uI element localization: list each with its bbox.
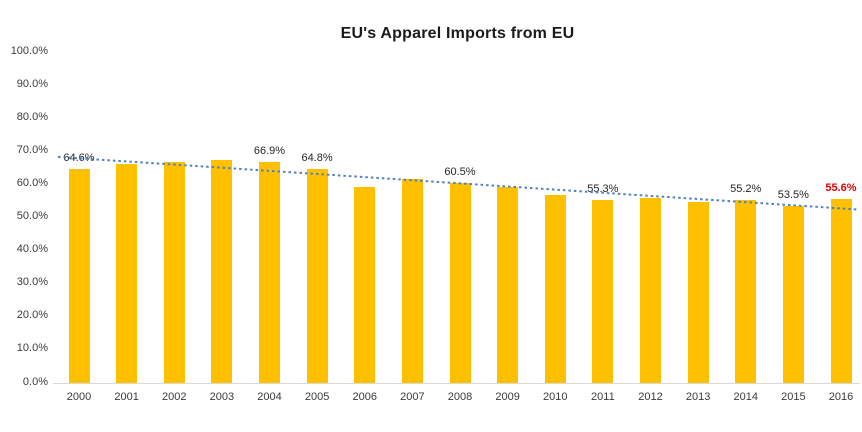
data-label-2016: 55.6%: [825, 181, 857, 194]
data-label-2014: 55.2%: [730, 183, 762, 196]
data-label-2004: 66.9%: [253, 144, 286, 157]
bar-2000: [68, 169, 90, 383]
y-axis-tick-label: 30.0%: [16, 276, 48, 289]
x-axis-label: 2014: [733, 391, 758, 403]
x-axis-label: 2000: [66, 391, 92, 403]
x-axis-label: 2005: [304, 391, 330, 403]
x-axis-label: 2007: [400, 391, 425, 403]
x-axis-label: 2002: [162, 391, 187, 403]
bar-2013: [687, 201, 709, 383]
bar-2008: [449, 182, 471, 383]
bar-2002: [163, 161, 185, 383]
bar-2016: [830, 198, 852, 383]
x-axis-label: 2004: [257, 391, 282, 403]
y-axis-tick-label: 50.0%: [16, 210, 48, 222]
x-axis-label: 2003: [209, 391, 235, 403]
bar-2010: [544, 194, 566, 383]
bar-2007: [401, 179, 423, 383]
data-label-2000: 64.6%: [63, 152, 95, 165]
bar-2006: [354, 187, 376, 383]
x-axis-label: 2016: [828, 391, 854, 403]
y-axis-tick-label: 100.0%: [10, 44, 48, 57]
bar-2011: [592, 199, 614, 383]
x-axis-line: [53, 383, 860, 384]
x-axis-label: 2009: [495, 391, 520, 403]
x-axis-label: 2013: [685, 391, 711, 403]
y-axis-tick-label: 60.0%: [16, 176, 48, 189]
bar-2015: [782, 205, 804, 383]
y-axis-tick-label: 40.0%: [16, 243, 48, 256]
x-axis-label: 2015: [781, 391, 806, 403]
data-label-2008: 60.5%: [444, 165, 476, 178]
bar-2009: [497, 186, 519, 383]
bar-2004: [259, 161, 280, 383]
y-axis-tick-label: 10.0%: [16, 342, 48, 355]
x-axis-label: 2012: [638, 391, 663, 403]
y-axis-tick-label: 80.0%: [16, 110, 48, 123]
bar-2005: [306, 168, 328, 383]
y-axis-tick-label: 90.0%: [16, 77, 48, 90]
bar-2014: [735, 200, 757, 383]
bar-2003: [211, 160, 233, 383]
data-label-2011: 55.3%: [587, 182, 619, 195]
y-axis-tick-label: 70.0%: [16, 143, 48, 156]
bar-2001: [116, 163, 138, 383]
bar-2012: [640, 198, 661, 383]
chart-title: EU's Apparel Imports from EU: [340, 25, 575, 42]
data-label-2005: 64.8%: [301, 151, 333, 164]
y-axis-tick-label: 20.0%: [16, 309, 48, 322]
x-axis-label: 2006: [352, 391, 377, 403]
x-axis-label: 2011: [591, 391, 615, 403]
x-axis-label: 2010: [543, 391, 568, 403]
x-axis-label: 2001: [114, 391, 139, 403]
data-label-2015: 53.5%: [777, 188, 809, 201]
x-axis-label: 2008: [447, 391, 473, 403]
y-axis-tick-label: 0.0%: [22, 375, 48, 388]
